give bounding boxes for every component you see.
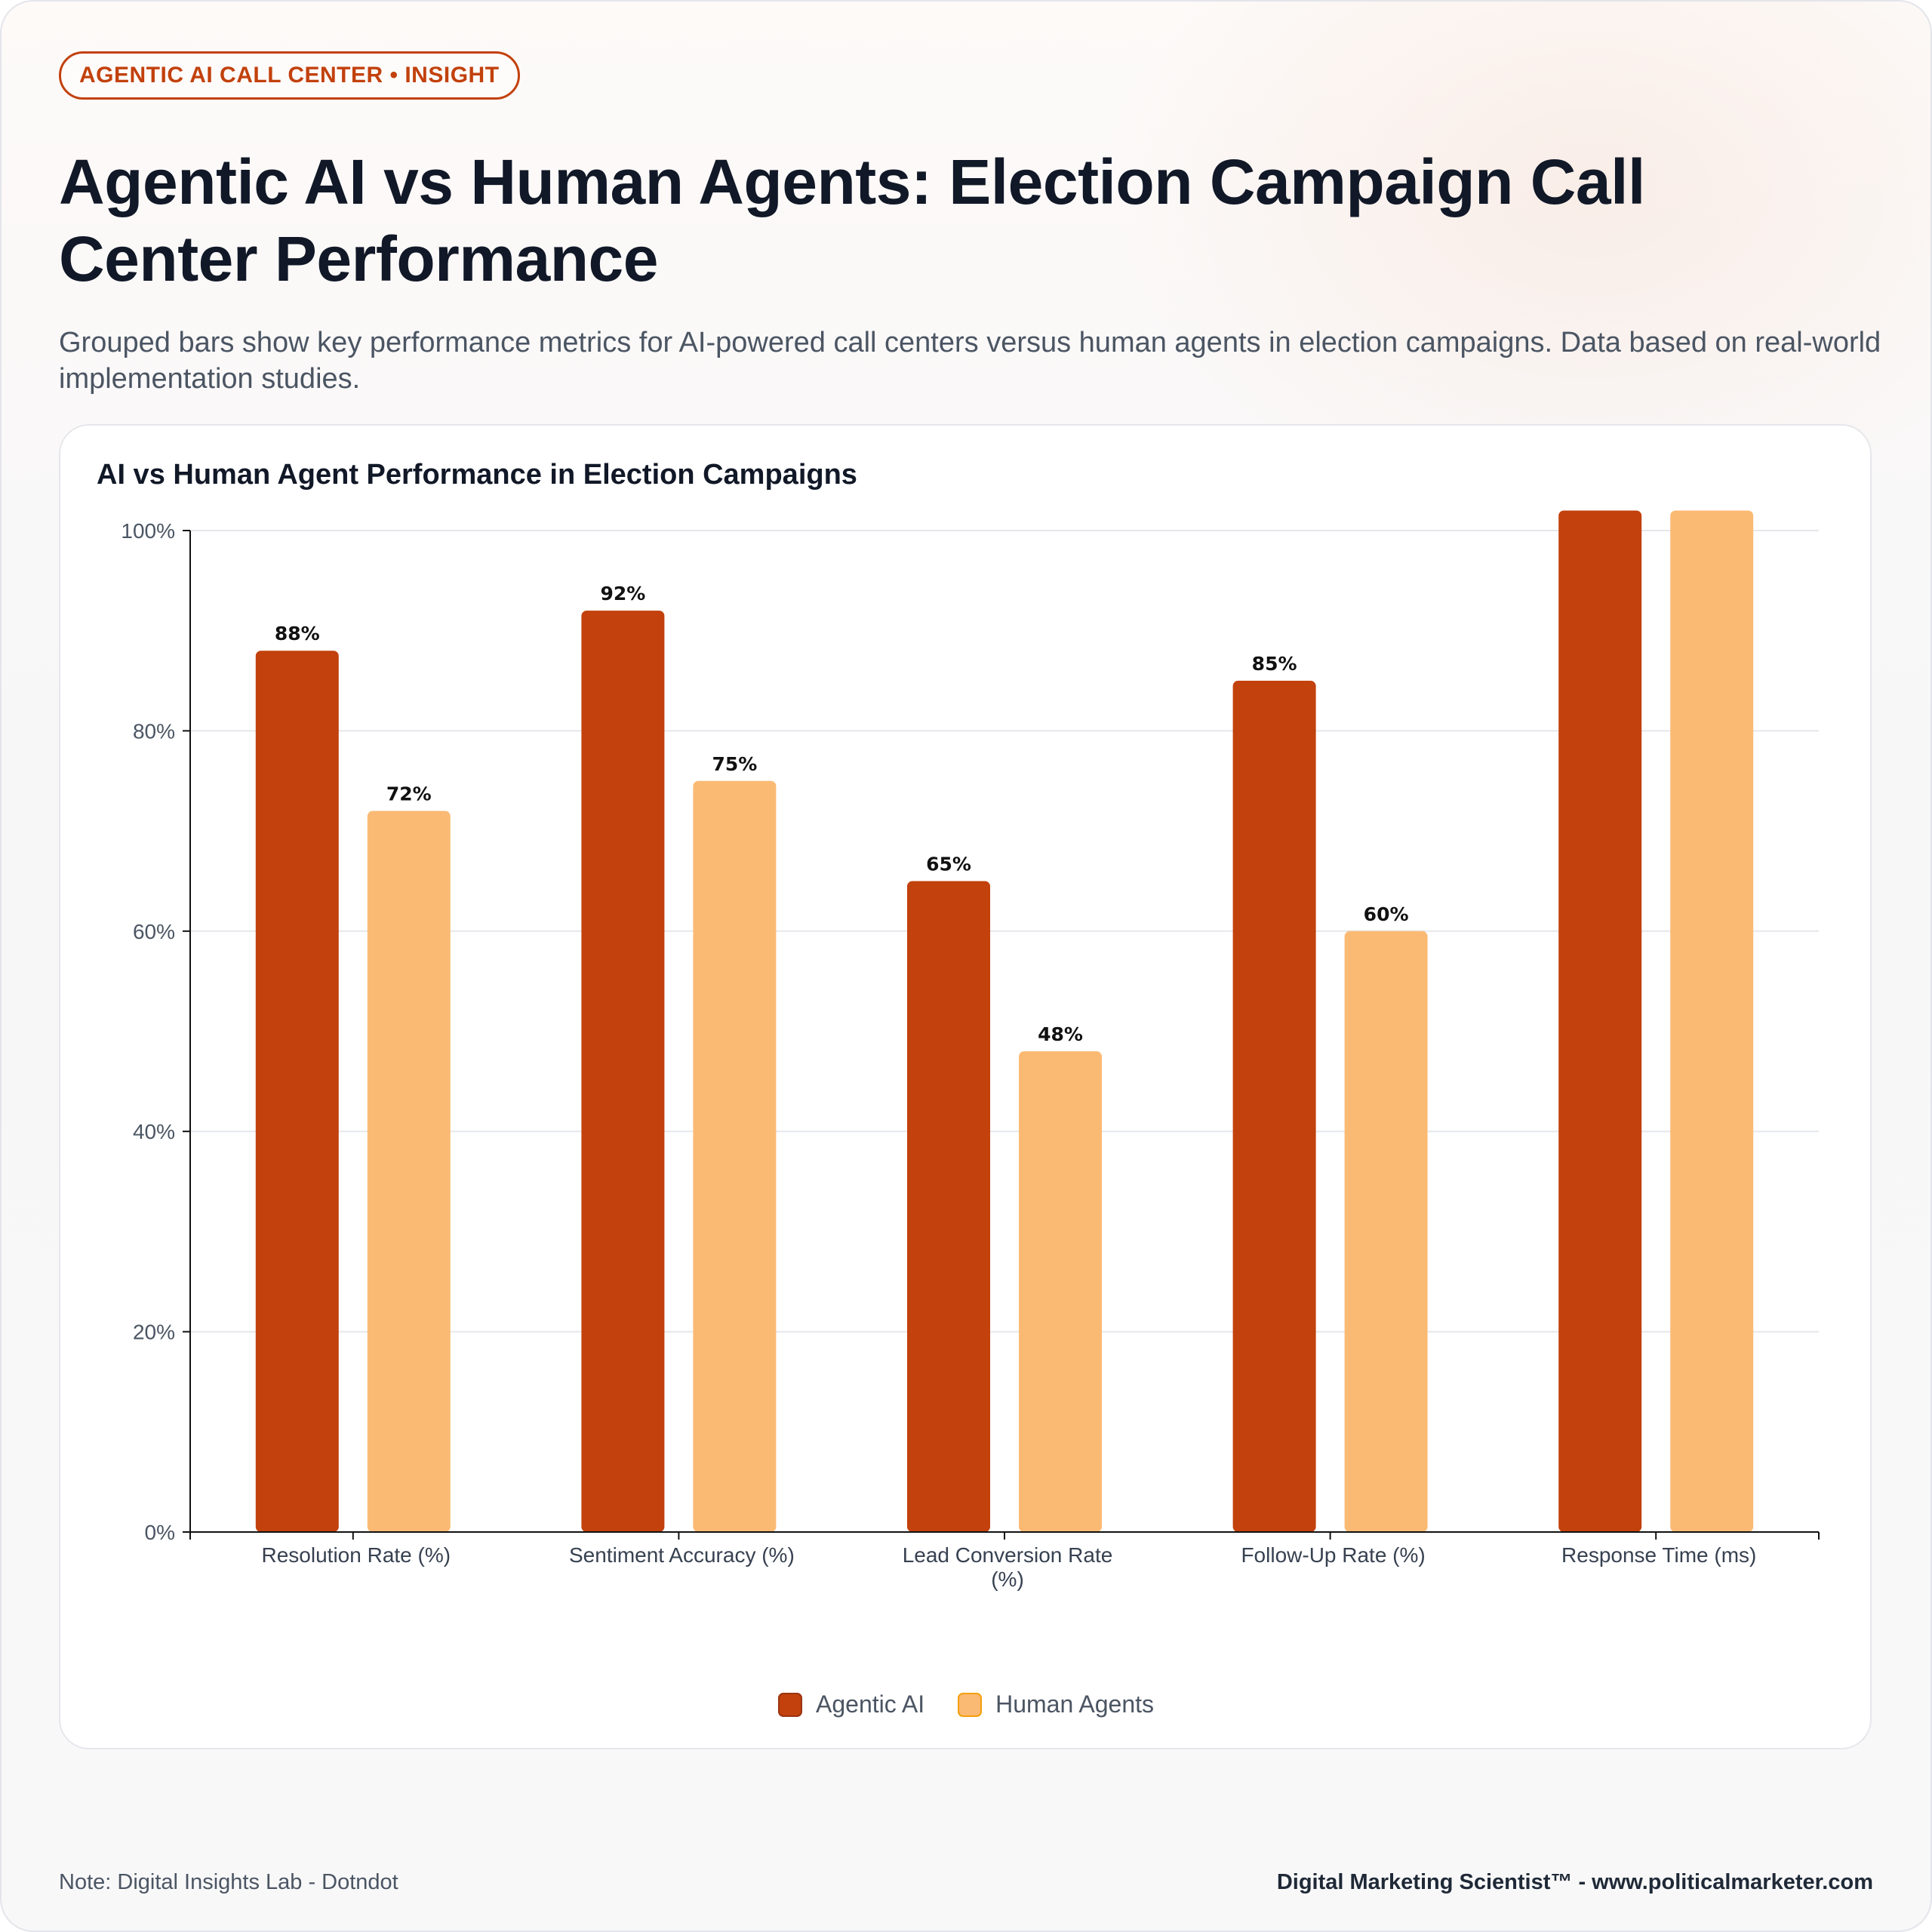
bar-human-agents <box>693 780 777 1532</box>
y-tick-label: 100% <box>121 519 175 543</box>
bar-value-label: 60% <box>1364 903 1409 925</box>
bar-human-agents <box>1019 1051 1102 1532</box>
y-tick-label: 80% <box>133 719 175 743</box>
bar-value-label: 65% <box>926 853 971 875</box>
x-tick-label: (%) <box>991 1567 1024 1591</box>
chart-title: AI vs Human Agent Performance in Electio… <box>97 459 857 491</box>
legend-label-human: Human Agents <box>995 1690 1154 1718</box>
bar-agentic-ai <box>1558 510 1642 1533</box>
bar-agentic-ai <box>581 611 665 1533</box>
bar-value-label: 48% <box>1038 1023 1083 1045</box>
x-tick-label: Resolution Rate (%) <box>262 1543 451 1567</box>
x-tick-label: Response Time (ms) <box>1561 1543 1756 1567</box>
bar-agentic-ai <box>255 651 339 1532</box>
legend-swatch-human <box>958 1692 983 1717</box>
bar-human-agents <box>367 811 451 1532</box>
footer-note: Note: Digital Insights Lab - Dotndot <box>59 1870 398 1894</box>
y-tick-label: 20% <box>133 1321 175 1344</box>
legend-label-ai: Agentic AI <box>816 1690 925 1718</box>
x-tick-label: Sentiment Accuracy (%) <box>569 1543 795 1567</box>
x-tick-label: Follow-Up Rate (%) <box>1241 1543 1425 1567</box>
bar-value-label: 72% <box>386 783 432 805</box>
legend-item-human[interactable]: Human Agents <box>958 1690 1154 1718</box>
bar-value-label: 85% <box>1252 653 1297 675</box>
y-tick-label: 0% <box>145 1521 175 1544</box>
bar-value-label: 75% <box>712 753 757 775</box>
page-title: Agentic AI vs Human Agents: Election Cam… <box>59 146 1645 294</box>
y-tick-label: 60% <box>133 920 175 943</box>
legend-item-ai[interactable]: Agentic AI <box>778 1690 924 1718</box>
page-subtitle: Grouped bars show key performance metric… <box>59 327 1881 395</box>
bar-agentic-ai <box>907 881 990 1532</box>
bar-human-agents <box>1670 510 1754 1533</box>
chart-legend: Agentic AI Human Agents <box>0 1690 1932 1718</box>
bar-agentic-ai <box>1232 681 1316 1532</box>
footer-brand: Digital Marketing Scientist™ - www.polit… <box>1276 1870 1873 1894</box>
category-badge: AGENTIC AI CALL CENTER • INSIGHT <box>59 51 520 100</box>
bar-value-label: 88% <box>275 623 320 645</box>
legend-swatch-ai <box>778 1692 802 1717</box>
x-tick-label: Lead Conversion Rate <box>903 1543 1113 1567</box>
y-tick-label: 40% <box>133 1120 175 1143</box>
bar-human-agents <box>1344 931 1428 1532</box>
bar-value-label: 92% <box>600 583 645 605</box>
